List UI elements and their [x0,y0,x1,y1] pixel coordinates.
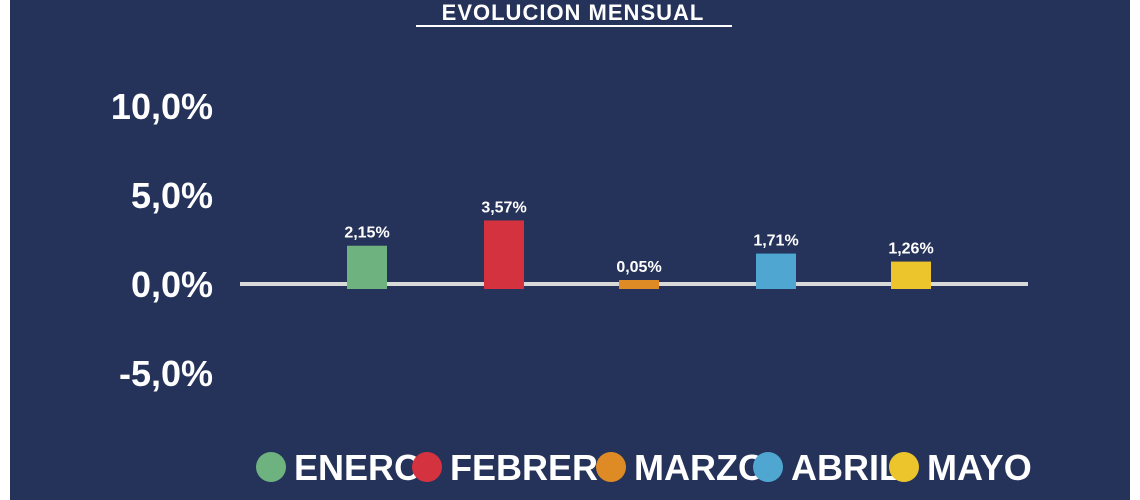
bar-value-label: 2,15% [344,225,389,242]
y-tick-label: -5,0% [119,353,213,394]
bars-group [347,220,931,289]
chart-panel [10,0,1130,500]
legend-marker [753,452,783,482]
bar-febrero [484,220,524,289]
bar-value-label: 0,05% [616,259,661,276]
bar-enero [347,245,387,289]
y-tick-label: 5,0% [131,175,213,216]
legend-label: ABRIL [791,447,901,488]
y-axis: 10,0% 5,0% 0,0% -5,0% [111,86,213,394]
bar-abril [756,253,796,289]
legend: ENERO FEBRERO MARZO ABRIL MAYO [256,447,1032,488]
bar-value-label: 1,26% [888,241,933,258]
legend-marker [596,452,626,482]
legend-label: MAYO [927,447,1032,488]
legend-marker [412,452,442,482]
legend-label: MARZO [634,447,766,488]
legend-label: ENERO [294,447,422,488]
y-tick-label: 10,0% [111,86,213,127]
bar-labels-group: 2,15% 3,57% 0,05% 1,71% 1,26% [344,199,933,276]
y-tick-label: 0,0% [131,264,213,305]
bar-value-label: 1,71% [753,233,798,250]
chart-title: EVOLUCION MENSUAL [442,0,705,25]
legend-marker [256,452,286,482]
bar-value-label: 3,57% [481,199,526,216]
bar-marzo [619,280,659,289]
legend-marker [889,452,919,482]
bar-mayo [891,261,931,289]
